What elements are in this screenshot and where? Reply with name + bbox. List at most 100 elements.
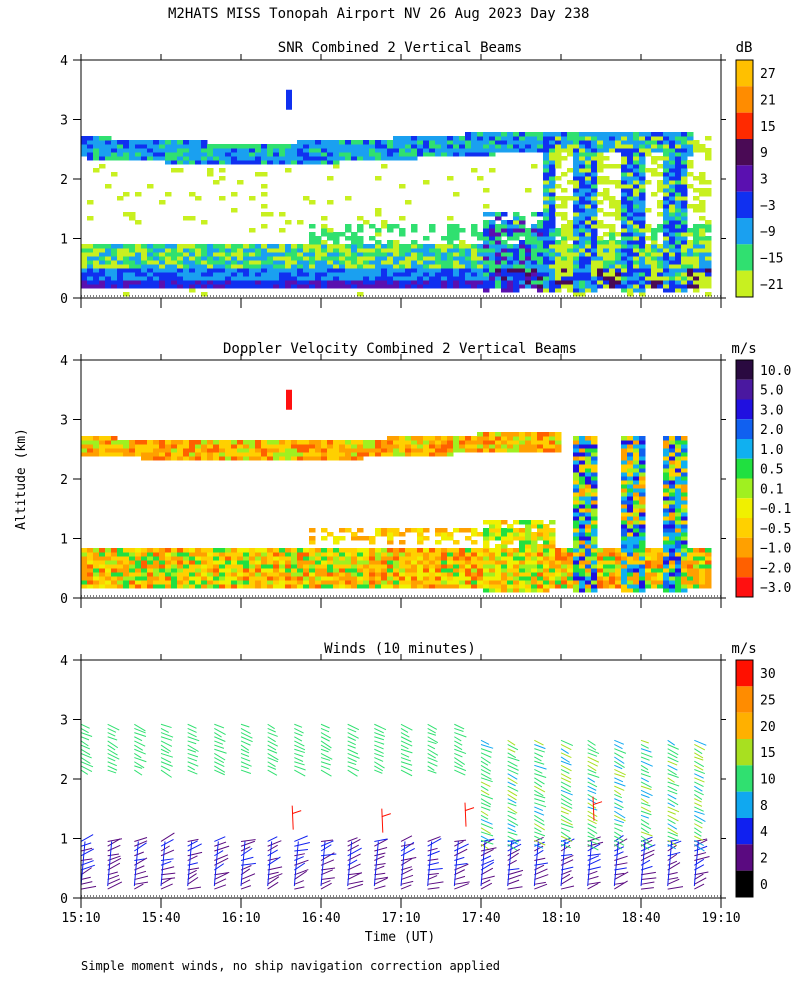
heatmap-cell [669,528,676,533]
heatmap-cell [393,580,400,585]
heatmap-cell [609,164,616,169]
heatmap-cell [669,264,676,269]
heatmap-cell [81,284,88,289]
heatmap-cell [423,448,430,453]
heatmap-cell [255,148,262,153]
heatmap-cell [495,440,502,445]
heatmap-cell [627,440,634,445]
heatmap-cell [651,256,658,261]
heatmap-cell [447,560,454,565]
heatmap-cell [435,440,442,445]
wind-barb [427,748,439,756]
heatmap-cell [165,548,172,553]
heatmap-cell [621,220,628,225]
heatmap-cell [669,228,676,233]
heatmap-cell [603,576,610,581]
heatmap-cell [507,136,514,141]
heatmap-cell [621,200,628,205]
heatmap-cell [465,440,472,445]
heatmap-cell [159,140,166,145]
wind-barb [587,855,600,861]
heatmap-cell [231,564,238,569]
heatmap-cell [681,208,688,213]
heatmap-cell [201,580,208,585]
heatmap-cell [453,528,460,533]
heatmap-cell [579,248,586,253]
heatmap-cell [501,436,508,441]
heatmap-cell [99,144,106,149]
heatmap-cell [663,496,670,501]
heatmap-cell [531,560,538,565]
heatmap-cell [621,136,628,141]
heatmap-cell [93,256,100,261]
heatmap-cell [405,140,412,145]
heatmap-cell [627,548,634,553]
wind-barb [507,760,518,767]
heatmap-cell [387,568,394,573]
heatmap-cell [333,540,340,545]
heatmap-cell [663,440,670,445]
heatmap-cell [345,528,352,533]
heatmap-cell [633,236,640,241]
heatmap-cell [543,436,550,441]
heatmap-cell [453,280,460,285]
heatmap-cell [405,576,412,581]
wind-barb [320,869,333,876]
heatmap-cell [561,276,568,281]
heatmap-cell [345,548,352,553]
heatmap-cell [291,144,298,149]
wind-barb [400,761,413,766]
heatmap-cell [255,556,262,561]
heatmap-cell [465,264,472,269]
heatmap-cell [147,244,154,249]
heatmap-cell [669,508,676,513]
heatmap-cell [243,244,250,249]
heatmap-cell [627,488,634,493]
heatmap-cell [417,264,424,269]
heatmap-cell [675,244,682,249]
heatmap-cell [531,148,538,153]
heatmap-cell [141,548,148,553]
heatmap-cell [621,544,628,549]
heatmap-cell [609,260,616,265]
heatmap-cell [633,220,640,225]
heatmap-cell [639,212,646,217]
heatmap-cell [531,544,538,549]
heatmap-cell [465,136,472,141]
wind-barb [294,736,303,742]
heatmap-cell [507,276,514,281]
heatmap-cell [567,144,574,149]
wind-barb [267,866,283,871]
heatmap-cell [393,244,400,249]
heatmap-cell [81,444,88,449]
heatmap-cell [681,496,688,501]
wind-barb [427,744,436,750]
heatmap-cell [405,572,412,577]
wind-barb [534,744,546,750]
wind-barb [240,885,252,890]
heatmap-cell [189,268,196,273]
heatmap-cell [597,160,604,165]
heatmap-cell [681,276,688,281]
heatmap-cell [405,260,412,265]
heatmap-cell [219,196,226,201]
heatmap-cell [93,444,100,449]
wind-barb [81,847,93,852]
heatmap-cell [351,532,358,537]
heatmap-cell [627,552,634,557]
heatmap-cell [645,244,652,249]
wind-barb [427,769,437,774]
heatmap-cell [207,456,214,461]
heatmap-cell [681,212,688,217]
heatmap-cell [333,248,340,253]
heatmap-cell [657,264,664,269]
heatmap-cell [525,520,532,525]
heatmap-cell [105,276,112,281]
wind-barb [294,740,305,747]
heatmap-cell [693,556,700,561]
heatmap-cell [219,152,226,157]
heatmap-cell [651,260,658,265]
heatmap-cell [585,260,592,265]
heatmap-cell [585,232,592,237]
heatmap-cell [585,184,592,189]
